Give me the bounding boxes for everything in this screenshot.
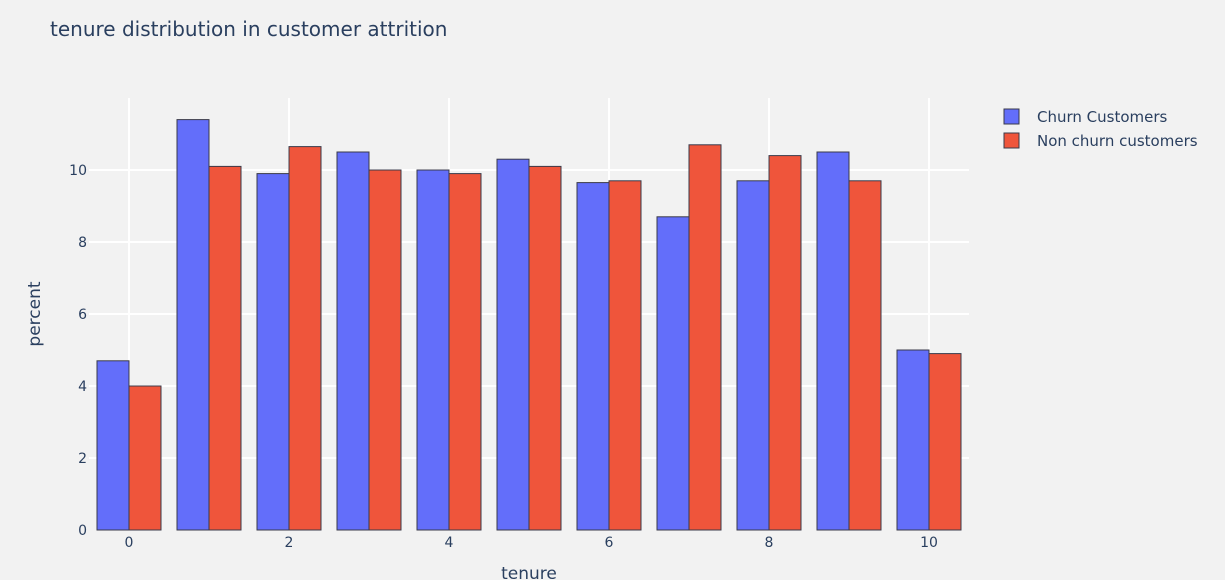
x-tick-label: 10 <box>920 535 938 551</box>
y-tick-label: 10 <box>69 163 87 179</box>
y-tick-label: 8 <box>78 235 87 251</box>
y-axis-title: percent <box>25 281 45 346</box>
x-tick-label: 8 <box>765 535 774 551</box>
legend-swatch[interactable] <box>1003 108 1020 125</box>
ticks-layer: 0 2 4 6 8 10 0 2 4 6 8 10 <box>69 163 938 551</box>
bar-churn[interactable] <box>96 360 130 531</box>
y-tick-label: 4 <box>78 379 87 395</box>
bar-non-churn[interactable] <box>288 146 322 531</box>
bar-churn[interactable] <box>336 151 370 531</box>
bar-non-churn[interactable] <box>688 144 722 531</box>
y-tick-label: 6 <box>78 307 87 323</box>
bar-churn[interactable] <box>176 119 210 531</box>
x-tick-label: 4 <box>445 535 454 551</box>
bar-churn[interactable] <box>896 349 930 531</box>
bar-non-churn[interactable] <box>448 173 482 531</box>
x-tick-label: 2 <box>285 535 294 551</box>
x-tick-label: 6 <box>605 535 614 551</box>
x-tick-label: 0 <box>125 535 134 551</box>
legend-label[interactable]: Non churn customers <box>1037 132 1198 150</box>
x-axis-title: tenure <box>501 564 557 580</box>
bar-churn[interactable] <box>816 151 850 531</box>
bar-churn[interactable] <box>576 182 610 531</box>
legend: Churn Customers Non churn customers <box>1003 108 1198 150</box>
y-tick-label: 0 <box>78 523 87 539</box>
chart-title: tenure distribution in customer attritio… <box>50 17 447 41</box>
bar-churn[interactable] <box>656 216 690 531</box>
legend-swatch[interactable] <box>1003 132 1020 149</box>
bar-non-churn[interactable] <box>848 180 882 531</box>
bar-non-churn[interactable] <box>128 385 162 531</box>
bar-churn[interactable] <box>416 169 450 531</box>
bar-non-churn[interactable] <box>608 180 642 531</box>
bar-churn[interactable] <box>736 180 770 531</box>
bar-non-churn[interactable] <box>768 155 802 531</box>
bar-churn[interactable] <box>256 173 290 531</box>
bar-non-churn[interactable] <box>368 169 402 531</box>
bar-non-churn[interactable] <box>528 165 562 531</box>
y-tick-label: 2 <box>78 451 87 467</box>
bar-non-churn[interactable] <box>208 165 242 531</box>
bar-non-churn[interactable] <box>928 353 962 531</box>
bars-layer <box>96 119 962 531</box>
bar-churn[interactable] <box>496 158 530 531</box>
legend-label[interactable]: Churn Customers <box>1037 108 1168 126</box>
